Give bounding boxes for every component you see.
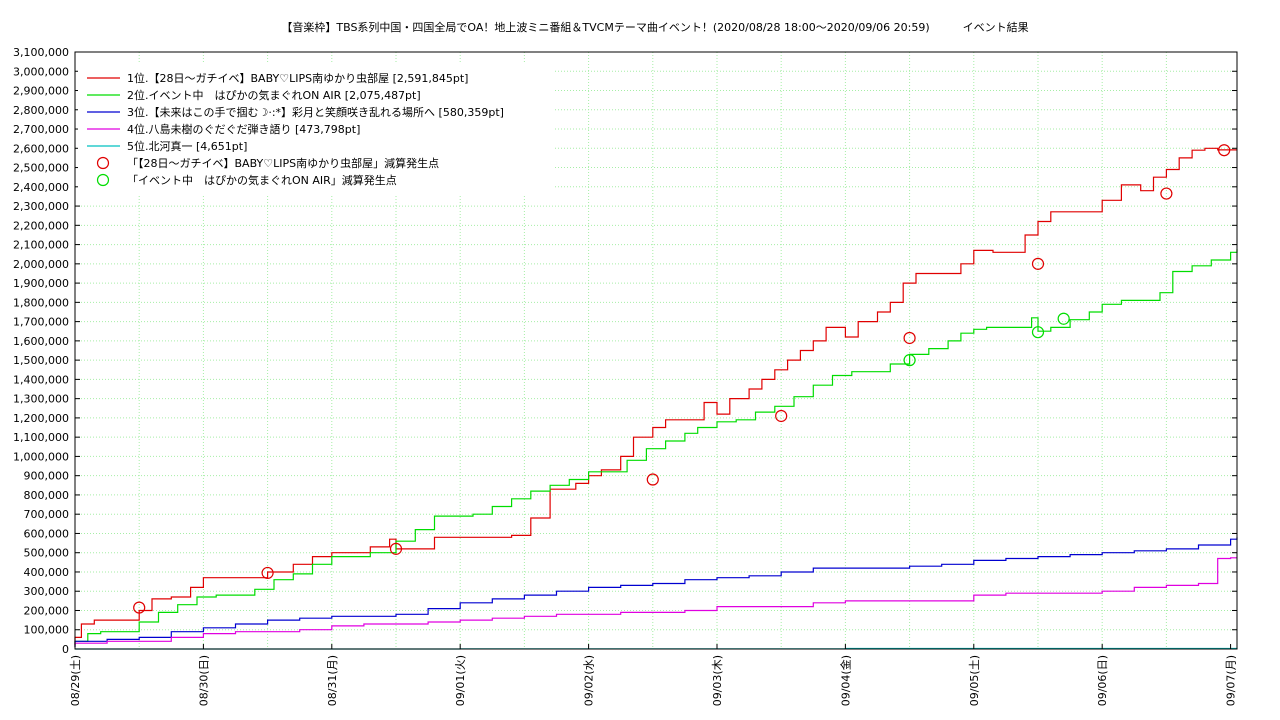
y-tick-label: 2,900,000 xyxy=(13,85,69,98)
x-tick-label: 09/01(火) xyxy=(454,655,467,706)
y-tick-label: 900,000 xyxy=(24,470,70,483)
legend-label: 4位.八島未樹のぐだぐだ弾き語り [473,798pt] xyxy=(127,122,360,136)
y-tick-label: 200,000 xyxy=(24,604,70,617)
x-tick-label: 09/03(木) xyxy=(711,655,724,706)
series-line-1 xyxy=(74,147,1237,646)
y-tick-label: 2,300,000 xyxy=(13,200,69,213)
y-tick-label: 2,200,000 xyxy=(13,219,69,232)
y-tick-label: 1,800,000 xyxy=(13,296,69,309)
legend-marker-swatch xyxy=(96,173,110,187)
x-axis: 08/29(土) 08/30(日) 08/31(月) 09/01(火) 09/02(水)… xyxy=(69,644,1238,706)
marker-point-1 xyxy=(1218,144,1231,157)
y-tick-label: 800,000 xyxy=(24,489,70,502)
y-tick-label: 0 xyxy=(62,643,69,656)
marker-point-1 xyxy=(1031,257,1045,270)
series-line-4 xyxy=(74,557,1237,648)
chart-title: 【音楽枠】TBS系列中国・四国全局でOA！地上波ミニ番組＆TVCMテーマ曲イベン… xyxy=(281,20,1028,34)
x-tick-label: 09/05(土) xyxy=(968,655,981,706)
marker-point-1 xyxy=(775,409,788,423)
y-tick-label: 2,000,000 xyxy=(13,258,69,271)
marker-point-1 xyxy=(133,601,146,614)
marker-group xyxy=(133,144,1231,614)
series-line-3 xyxy=(74,537,1238,648)
y-tick-label: 700,000 xyxy=(24,508,70,521)
marker-point-2 xyxy=(1031,326,1045,339)
y-tick-label: 2,400,000 xyxy=(13,181,69,194)
y-tick-label: 3,000,000 xyxy=(13,65,69,78)
y-tick-label: 3,100,000 xyxy=(13,46,69,59)
marker-point-2 xyxy=(903,354,916,367)
y-tick-label: 1,900,000 xyxy=(13,277,69,290)
y-tick-label: 500,000 xyxy=(24,547,70,560)
legend-box xyxy=(78,64,554,194)
x-tick-label: 09/06(日) xyxy=(1096,655,1109,706)
legend-label: 3位.【未来はこの手で掴む☽·:*】彩月と笑顔咲き乱れる場所へ [580,359… xyxy=(127,105,504,119)
y-tick-label: 1,500,000 xyxy=(13,354,69,367)
marker-point-1 xyxy=(389,542,403,555)
x-tick-label: 08/30(日) xyxy=(197,655,210,706)
y-tick-label: 1,600,000 xyxy=(13,335,69,348)
legend-label: 5位.北河真一 [4,651pt] xyxy=(127,139,247,153)
y-tick-label: 2,600,000 xyxy=(13,142,69,155)
x-tick-label: 08/31(月) xyxy=(326,655,339,706)
x-tick-label: 09/04(金) xyxy=(838,655,852,706)
y-tick-label: 1,300,000 xyxy=(13,393,69,406)
legend-label: 「イベント中 はぴかの気まぐれON AIR」減算発生点 xyxy=(127,173,397,187)
y-tick-label: 1,000,000 xyxy=(13,450,69,463)
plot-frame xyxy=(74,51,1238,650)
marker-point-2 xyxy=(1057,312,1070,325)
y-tick-label: 400,000 xyxy=(24,566,70,579)
legend-label: 1位.【28日～ガチイベ】BABY♡LIPS南ゆかり虫部屋 [2,591,845… xyxy=(127,71,468,85)
y-tick-label: 2,700,000 xyxy=(13,123,69,136)
marker-point-1 xyxy=(646,473,659,486)
marker-point-1 xyxy=(261,566,274,580)
series-line-2 xyxy=(74,249,1238,648)
marker-point-1 xyxy=(1160,187,1173,200)
y-tick-label: 2,100,000 xyxy=(13,239,69,252)
y-tick-label: 1,700,000 xyxy=(13,316,69,329)
y-tick-label: 100,000 xyxy=(24,624,70,637)
y-tick-label: 1,100,000 xyxy=(13,431,69,444)
y-tick-label: 2,800,000 xyxy=(13,104,69,117)
y-tick-label: 1,400,000 xyxy=(13,373,69,386)
x-tick-label: 08/29(土) xyxy=(69,655,82,706)
y-tick-label: 1,200,000 xyxy=(13,412,69,425)
legend-marker-swatch xyxy=(96,156,110,170)
legend: 1位.【28日～ガチイベ】BABY♡LIPS南ゆかり虫部屋 [2,591,845… xyxy=(87,71,504,187)
y-tick-label: 600,000 xyxy=(24,527,70,540)
legend-label: 2位.イベント中 はぴかの気まぐれON AIR [2,075,487pt] xyxy=(127,88,421,102)
y-tick-label: 300,000 xyxy=(24,585,70,598)
marker-point-1 xyxy=(903,331,916,345)
x-tick-label: 09/07(月) xyxy=(1225,655,1238,706)
x-tick-label: 09/02(水) xyxy=(583,655,596,706)
legend-label: 「【28日～ガチイベ】BABY♡LIPS南ゆかり虫部屋」減算発生点 xyxy=(127,156,439,170)
y-tick-label: 2,500,000 xyxy=(13,162,69,175)
